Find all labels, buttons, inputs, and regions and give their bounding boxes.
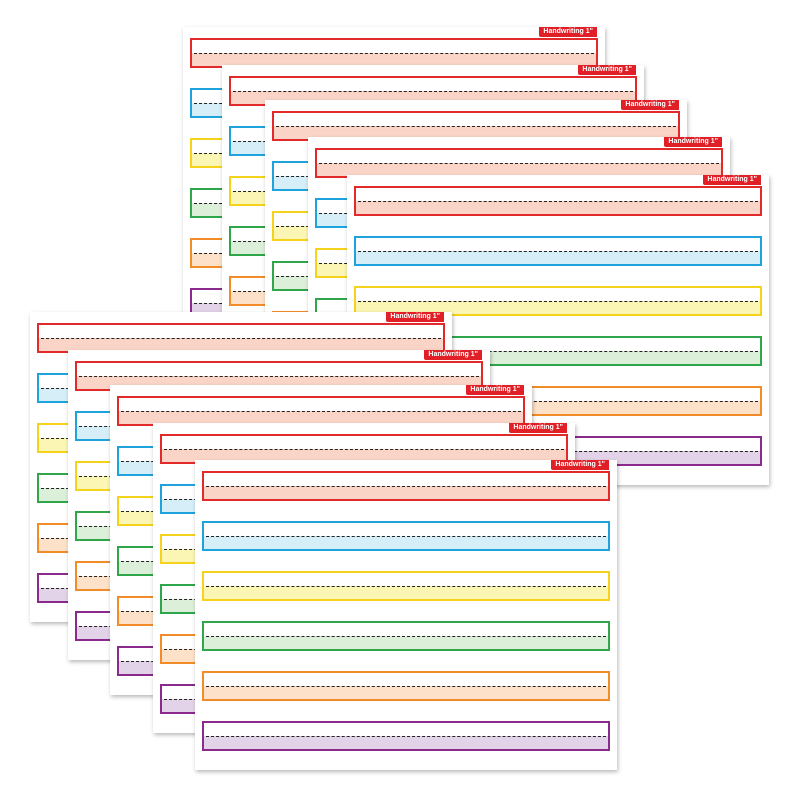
writing-strip-orange bbox=[202, 671, 610, 701]
dashed-midline bbox=[206, 636, 606, 637]
strip-tint bbox=[119, 411, 523, 424]
sheet-label: Handwriting 1" bbox=[703, 175, 761, 185]
strip-tint bbox=[204, 686, 608, 699]
strip-tint bbox=[204, 636, 608, 649]
dashed-midline bbox=[194, 53, 594, 54]
dashed-midline bbox=[319, 163, 719, 164]
strip-tint bbox=[204, 486, 608, 499]
dashed-midline bbox=[358, 401, 758, 402]
sheet-label: Handwriting 1" bbox=[664, 137, 722, 147]
strip-tint bbox=[204, 536, 608, 549]
dashed-midline bbox=[206, 586, 606, 587]
strip-tint bbox=[317, 163, 721, 176]
dashed-midline bbox=[358, 301, 758, 302]
sheet-label: Handwriting 1" bbox=[509, 423, 567, 433]
writing-strip-blue bbox=[354, 236, 762, 266]
writing-strip-red bbox=[315, 148, 723, 178]
sheet-label: Handwriting 1" bbox=[578, 65, 636, 75]
writing-strip-red bbox=[202, 471, 610, 501]
strip-tint bbox=[356, 301, 760, 314]
dashed-midline bbox=[206, 486, 606, 487]
strip-tint bbox=[204, 736, 608, 749]
sheet-label: Handwriting 1" bbox=[551, 460, 609, 470]
dashed-midline bbox=[358, 201, 758, 202]
writing-strip-yellow bbox=[354, 286, 762, 316]
writing-strip-purple bbox=[202, 721, 610, 751]
sheet-label: Handwriting 1" bbox=[621, 100, 679, 110]
dashed-midline bbox=[358, 351, 758, 352]
dashed-midline bbox=[358, 251, 758, 252]
strip-tint bbox=[356, 251, 760, 264]
writing-strip-blue bbox=[202, 521, 610, 551]
dashed-midline bbox=[79, 376, 479, 377]
dashed-midline bbox=[233, 91, 633, 92]
dashed-midline bbox=[121, 411, 521, 412]
dashed-midline bbox=[206, 736, 606, 737]
dashed-midline bbox=[276, 126, 676, 127]
writing-strip-red bbox=[190, 38, 598, 68]
sheet-label: Handwriting 1" bbox=[424, 350, 482, 360]
strip-tint bbox=[204, 586, 608, 599]
strip-tint bbox=[274, 126, 678, 139]
writing-strip-red bbox=[117, 396, 525, 426]
strip-tint bbox=[39, 338, 443, 351]
writing-strip-green bbox=[202, 621, 610, 651]
dashed-midline bbox=[164, 449, 564, 450]
sheet-label: Handwriting 1" bbox=[539, 27, 597, 37]
writing-strip-red bbox=[354, 186, 762, 216]
dashed-midline bbox=[41, 338, 441, 339]
strip-tint bbox=[356, 201, 760, 214]
sheet-label: Handwriting 1" bbox=[386, 312, 444, 322]
writing-strip-red bbox=[37, 323, 445, 353]
sheet-label: Handwriting 1" bbox=[466, 385, 524, 395]
strip-tint bbox=[192, 53, 596, 66]
writing-strip-yellow bbox=[202, 571, 610, 601]
dashed-midline bbox=[206, 686, 606, 687]
handwriting-sheet: Handwriting 1" bbox=[195, 460, 617, 770]
dashed-midline bbox=[206, 536, 606, 537]
strip-tint bbox=[162, 449, 566, 462]
